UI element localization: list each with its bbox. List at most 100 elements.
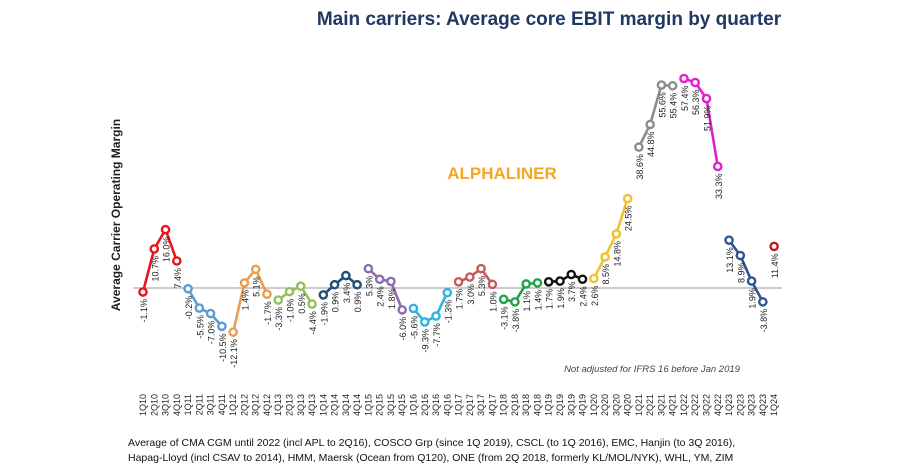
point-3Q13: [295, 281, 306, 291]
point-4Q14: [352, 279, 362, 290]
x-tick-4Q21: 4Q21: [668, 394, 678, 416]
data-label-1Q18: -3.1%: [500, 306, 510, 330]
data-label-4Q22: 33.3%: [714, 173, 724, 199]
data-label-1Q14: -1.9%: [319, 302, 329, 326]
point-3Q14: [341, 270, 351, 281]
point-2Q23: [735, 250, 746, 261]
data-label-2Q11: -5.5%: [195, 315, 205, 339]
data-label-4Q14: 0.9%: [353, 292, 363, 313]
data-label-4Q12: -1.7%: [263, 301, 273, 325]
x-tick-1Q13: 1Q13: [273, 394, 283, 416]
x-tick-3Q10: 3Q10: [161, 394, 171, 416]
series-line-2012: [231, 268, 269, 333]
series-line-2019: [548, 273, 584, 284]
series-line-2017: [458, 267, 494, 286]
x-tick-3Q11: 3Q11: [206, 394, 216, 415]
point-1Q13: [273, 295, 284, 305]
y-axis-label: Average Carrier Operating Margin: [109, 119, 123, 311]
data-label-4Q18: 1.4%: [533, 290, 543, 311]
point-4Q11: [217, 321, 227, 332]
x-tick-3Q20: 3Q20: [611, 394, 621, 416]
data-label-3Q15: 1.8%: [387, 288, 397, 309]
data-label-4Q20: 24.5%: [624, 206, 634, 232]
point-4Q18: [532, 278, 543, 288]
data-label-1Q21: 38.6%: [635, 154, 645, 180]
x-tick-2Q23: 2Q23: [735, 394, 745, 416]
x-tick-2Q16: 2Q16: [420, 394, 430, 416]
x-tick-2Q15: 2Q15: [375, 394, 385, 416]
point-1Q10: [138, 287, 148, 297]
x-tick-1Q17: 1Q17: [454, 394, 464, 416]
x-tick-4Q16: 4Q16: [442, 394, 452, 416]
x-tick-2Q19: 2Q19: [555, 394, 565, 416]
data-label-4Q11: -10.5%: [218, 333, 228, 362]
point-4Q12: [262, 289, 272, 300]
x-tick-1Q19: 1Q19: [544, 394, 554, 416]
data-label-2Q14: 0.9%: [331, 292, 341, 313]
x-tick-3Q12: 3Q12: [251, 394, 261, 416]
x-tick-2Q20: 2Q20: [600, 394, 610, 416]
point-1Q23: [724, 235, 734, 245]
data-label-3Q23: 1.9%: [748, 288, 758, 309]
point-1Q20: [589, 273, 599, 284]
x-tick-2Q17: 2Q17: [465, 394, 475, 416]
data-label-1Q13: -3.3%: [274, 307, 284, 331]
data-label-1Q11: -0.2%: [184, 296, 194, 320]
point-4Q10: [172, 256, 182, 266]
x-tick-3Q17: 3Q17: [476, 394, 486, 416]
x-tick-3Q22: 3Q22: [702, 394, 712, 416]
x-tick-4Q10: 4Q10: [172, 394, 182, 416]
point-2Q17: [465, 272, 475, 282]
point-1Q21: [634, 142, 644, 152]
data-label-1Q19: 1.7%: [545, 289, 555, 310]
x-tick-4Q20: 4Q20: [623, 394, 633, 416]
x-tick-2Q14: 2Q14: [330, 394, 340, 416]
point-2Q22: [690, 77, 701, 88]
x-tick-1Q22: 1Q22: [679, 394, 689, 416]
footnote-line-2: Hapag-Lloyd (incl CSAV to 2014), HMM, Ma…: [128, 452, 733, 464]
data-label-3Q18: 1.1%: [522, 291, 532, 312]
data-label-2Q21: 44.8%: [646, 131, 656, 157]
point-2Q15: [374, 274, 385, 285]
point-3Q15: [386, 276, 396, 287]
x-tick-3Q15: 3Q15: [386, 394, 396, 416]
data-label-3Q19: 3.7%: [567, 281, 577, 302]
x-tick-1Q24: 1Q24: [769, 394, 779, 416]
point-2Q11: [194, 303, 205, 313]
point-1Q12: [228, 327, 238, 337]
point-1Q22: [679, 73, 689, 84]
point-4Q16: [442, 287, 453, 298]
data-label-3Q10: 16.0%: [162, 237, 172, 263]
alphaliner-watermark: ALPHALINER: [447, 164, 557, 183]
footnote-line-1: Average of CMA CGM until 2022 (incl APL …: [128, 437, 735, 449]
x-tick-3Q19: 3Q19: [566, 394, 576, 416]
point-3Q12: [250, 264, 261, 275]
point-2Q10: [149, 244, 160, 254]
x-tick-3Q16: 3Q16: [431, 394, 441, 416]
point-3Q16: [431, 311, 441, 321]
x-tick-1Q20: 1Q20: [589, 394, 599, 416]
point-2Q18: [510, 297, 520, 307]
series-line-2016: [412, 292, 449, 324]
x-tick-2Q21: 2Q21: [645, 394, 655, 416]
data-label-1Q10: -1.1%: [139, 299, 149, 323]
point-3Q18: [521, 279, 531, 289]
data-label-3Q22: 51.9%: [703, 106, 713, 132]
data-label-4Q16: -1.3%: [443, 300, 453, 324]
point-2Q20: [600, 252, 610, 262]
x-axis-ticks: 1Q10 2Q10 3Q10 4Q10 1Q11 2Q11 3Q11 4Q11 1Q12 2Q12…: [138, 394, 779, 416]
point-2Q21: [645, 119, 655, 130]
point-1Q16: [408, 303, 419, 314]
data-label-4Q10: 7.4%: [173, 268, 183, 289]
x-tick-4Q22: 4Q22: [713, 394, 723, 416]
ifrs-note: Not adjusted for IFRS 16 before Jan 2019: [564, 364, 741, 375]
series-line-2014: [322, 274, 358, 296]
data-label-3Q20: 14.8%: [612, 241, 622, 267]
data-label-4Q13: -4.4%: [308, 311, 318, 335]
x-tick-3Q18: 3Q18: [521, 394, 531, 416]
data-label-2Q15: 2.4%: [376, 286, 386, 307]
x-tick-3Q14: 3Q14: [341, 394, 351, 416]
series-line-2021: [637, 83, 673, 148]
data-label-1Q24: 11.4%: [770, 253, 780, 278]
